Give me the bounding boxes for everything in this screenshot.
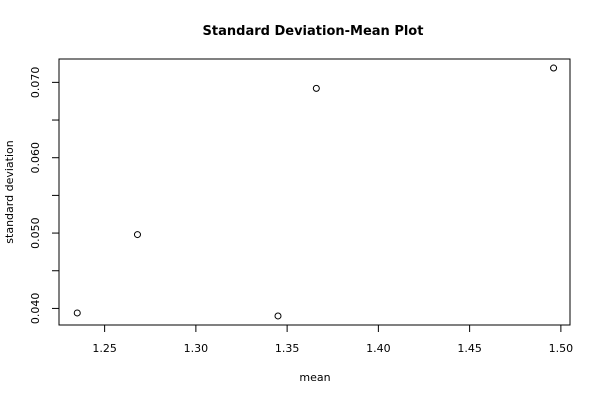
- y-tick-label: 0.050: [29, 217, 42, 249]
- x-tick-label: 1.50: [549, 342, 574, 355]
- y-tick-label: 0.060: [29, 142, 42, 174]
- x-axis: 1.25 1.30 1.35 1.40 1.45 1.50: [92, 324, 574, 355]
- data-point: [550, 64, 558, 72]
- chart-title: Standard Deviation-Mean Plot: [203, 24, 424, 39]
- data-point: [73, 309, 81, 317]
- y-axis-label: standard deviation: [3, 140, 16, 243]
- x-tick-label: 1.40: [366, 342, 391, 355]
- data-point: [133, 231, 141, 239]
- y-tick-label: 0.040: [29, 293, 42, 325]
- data-points: [73, 64, 558, 320]
- x-tick-label: 1.30: [184, 342, 209, 355]
- plot-frame: [58, 58, 571, 326]
- y-tick-label: 0.070: [29, 67, 42, 99]
- y-axis: 0.040 0.050 0.060 0.070: [29, 67, 60, 325]
- x-tick-label: 1.45: [457, 342, 482, 355]
- x-axis-label: mean: [299, 371, 330, 384]
- data-point: [312, 84, 320, 92]
- x-tick-label: 1.25: [92, 342, 117, 355]
- data-point: [274, 312, 282, 320]
- x-tick-label: 1.35: [275, 342, 300, 355]
